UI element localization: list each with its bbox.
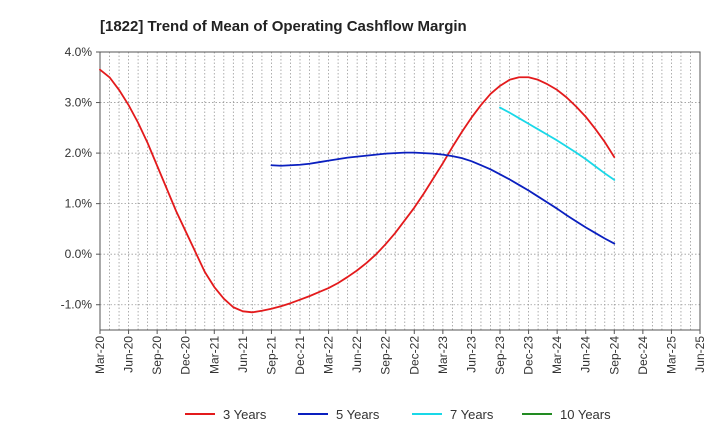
x-tick-label: Dec-24 (636, 336, 650, 375)
x-tick-label: Jun-24 (579, 336, 593, 373)
series-line-5-years (270, 151, 616, 245)
x-tick-label: Mar-22 (322, 336, 336, 374)
series-line-7-years (499, 106, 616, 181)
x-tick-label: Sep-20 (150, 336, 164, 375)
axes: 4.0% 3.0% 2.0% 1.0% 0.0% -1.0% Mar-20 Jun-20 Sep… (61, 45, 707, 375)
x-tick-label: Mar-25 (664, 336, 678, 374)
x-tick-label: Mar-24 (550, 336, 564, 374)
x-tick-label: Dec-23 (522, 336, 536, 375)
x-tick-label: Jun-21 (236, 336, 250, 373)
y-tick-label: 3.0% (65, 96, 93, 110)
x-tick-label: Dec-22 (407, 336, 421, 375)
series-line-3-years (99, 68, 616, 314)
x-tick-label: Mar-23 (436, 336, 450, 374)
legend-label: 3 Years (223, 407, 267, 422)
y-tick-label: 0.0% (65, 247, 93, 261)
x-tick-label: Jun-23 (464, 336, 478, 373)
x-tick-label: Sep-21 (264, 336, 278, 375)
x-tick-label: Sep-24 (607, 336, 621, 375)
legend: 3 Years 5 Years 7 Years 10 Years (185, 407, 611, 422)
y-tick-label: 2.0% (65, 146, 93, 160)
x-tick-label: Mar-20 (93, 336, 107, 374)
x-tick-label: Dec-20 (179, 336, 193, 375)
series-lines (99, 68, 616, 314)
plot-frame (99, 51, 701, 331)
x-tick-label: Jun-20 (122, 336, 136, 373)
x-tick-label: Sep-23 (493, 336, 507, 375)
legend-label: 10 Years (560, 407, 611, 422)
legend-label: 7 Years (450, 407, 494, 422)
x-tick-label: Dec-21 (293, 336, 307, 375)
legend-label: 5 Years (336, 407, 380, 422)
y-tick-label: 4.0% (65, 45, 93, 59)
grid (100, 51, 700, 330)
x-tick-label: Jun-25 (693, 336, 707, 373)
x-tick-label: Sep-22 (379, 336, 393, 375)
y-tick-label: -1.0% (61, 298, 93, 312)
chart-title: [1822] Trend of Mean of Operating Cashfl… (100, 18, 467, 35)
x-tick-label: Jun-22 (350, 336, 364, 373)
x-tick-label: Mar-21 (207, 336, 221, 374)
y-tick-label: 1.0% (65, 197, 93, 211)
